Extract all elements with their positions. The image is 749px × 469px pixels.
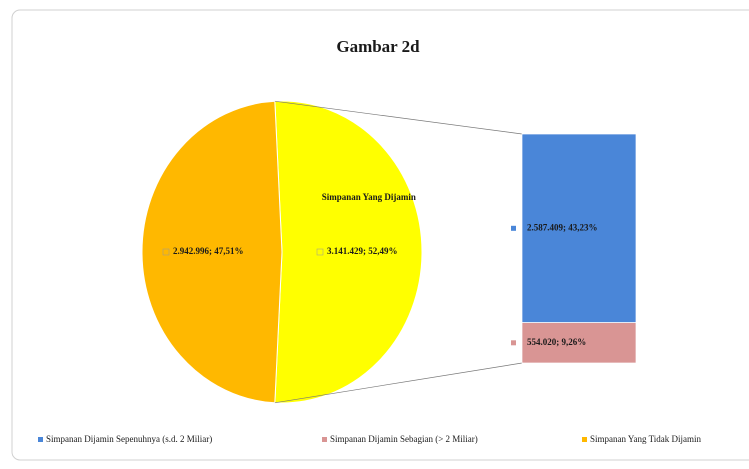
- data-label: 554.020; 9,26%: [527, 337, 586, 347]
- bar-segment: [521, 133, 637, 323]
- legend-key: [582, 437, 587, 442]
- label-key: [162, 248, 170, 256]
- legend-key: [322, 437, 327, 442]
- bar-segment: [521, 322, 637, 364]
- legend-label: Simpanan Yang Tidak Dijamin: [590, 434, 702, 444]
- label-key: [316, 248, 324, 256]
- legend-label: Simpanan Dijamin Sepenuhnya (s.d. 2 Mili…: [46, 434, 212, 444]
- data-label: 2.942.996; 47,51%: [173, 246, 244, 256]
- connector: [274, 100, 523, 135]
- data-label: 3.141.429; 52,49%: [327, 246, 398, 256]
- legend-label: Simpanan Dijamin Sebagian (> 2 Miliar): [330, 434, 478, 444]
- slice-name: Simpanan Yang Dijamin: [322, 192, 416, 202]
- pie-slice: [141, 100, 283, 404]
- label-key: [511, 225, 516, 231]
- connector: [274, 362, 523, 404]
- pie-slice: [274, 100, 423, 404]
- legend-key: [38, 437, 43, 442]
- data-label: 2.587.409; 43,23%: [527, 222, 598, 232]
- chart-title: Gambar 2d: [336, 37, 420, 56]
- label-key: [511, 340, 516, 346]
